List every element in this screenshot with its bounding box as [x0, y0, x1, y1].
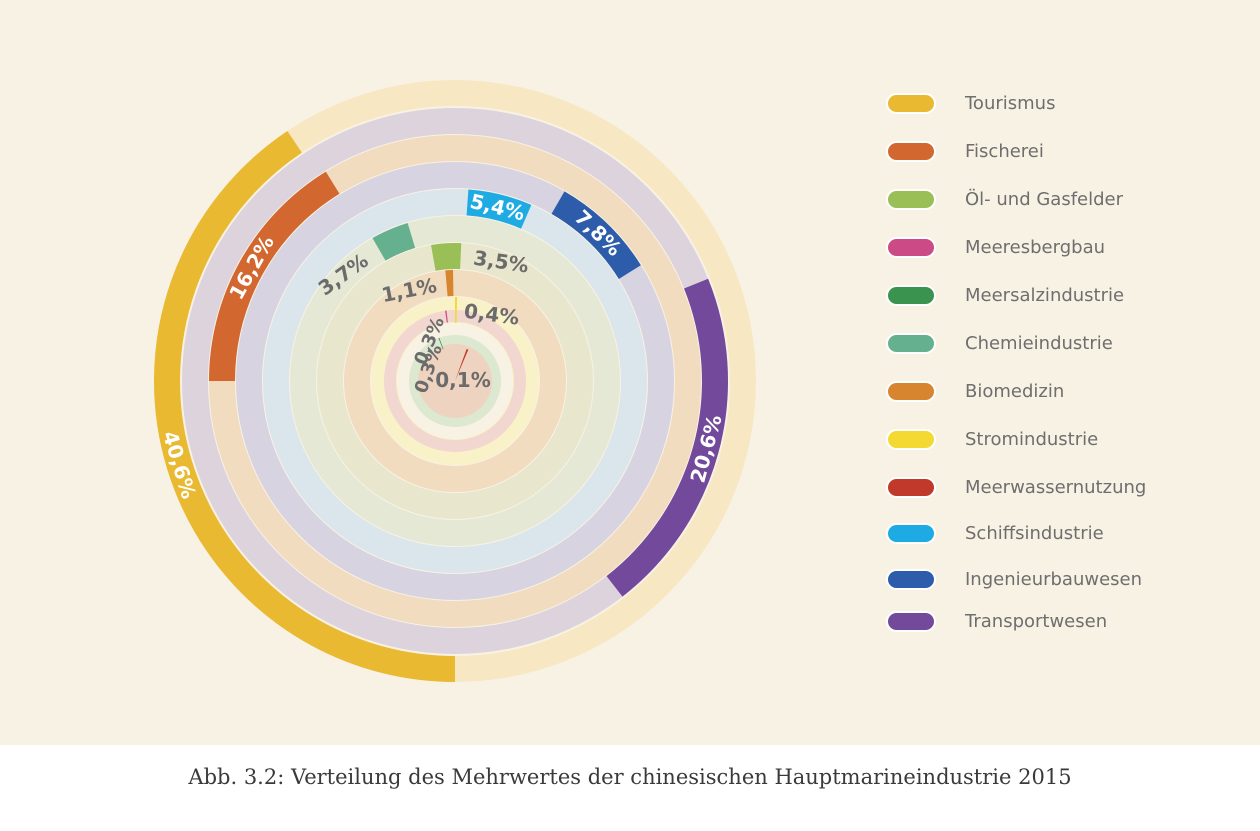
legend-item: Stromindustrie: [886, 424, 1098, 454]
legend-swatch: [886, 140, 936, 162]
chart-panel: 40,6% 20,6% 16,2% 7,8% 5,4% 3,7% 3,5% 1,1% 0,4% 0…: [0, 0, 1260, 745]
legend-swatch: [886, 610, 936, 632]
ring-4-track: [236, 162, 674, 600]
legend-swatch: [886, 332, 936, 354]
legend-item: Öl- und Gasfelder: [886, 184, 1123, 214]
legend-label: Biomedizin: [965, 380, 1065, 402]
legend-label: Fischerei: [965, 140, 1044, 162]
ring-2-arc: [606, 278, 728, 597]
ring-10-track: [384, 310, 526, 452]
legend-label: Stromindustrie: [965, 428, 1099, 450]
legend-label: Tourismus: [965, 92, 1056, 114]
ring-4-arc: [551, 191, 641, 280]
ring-1-arc: [154, 131, 456, 682]
ring-12-wedge: [455, 349, 469, 381]
legend-label: Meeresbergbau: [965, 236, 1106, 258]
legend-label: Öl- und Gasfelder: [965, 188, 1124, 210]
legend-item: Transportwesen: [886, 606, 1107, 636]
ring-12-value-label: 0,1%: [435, 368, 490, 392]
legend-label: Meersalzindustrie: [965, 284, 1125, 306]
legend-item: Schiffsindustrie: [886, 518, 1104, 548]
legend-swatch: [886, 428, 936, 450]
legend-label: Transportwesen: [965, 610, 1108, 632]
legend-label: Meerwassernutzung: [965, 476, 1147, 498]
legend-swatch: [886, 380, 936, 402]
legend-swatch: [886, 476, 936, 498]
ring-5-arc: [466, 189, 532, 229]
legend-swatch: [886, 188, 936, 210]
ring-6-track: [290, 216, 620, 546]
legend-item: Meeresbergbau: [886, 232, 1105, 262]
ring-5-track: [263, 189, 647, 573]
ring-11-track: [409, 335, 501, 427]
legend-item: Chemieindustrie: [886, 328, 1113, 358]
legend-swatch: [886, 92, 936, 114]
legend-swatch: [886, 522, 936, 544]
ring-7-arc: [431, 243, 462, 271]
legend-swatch: [886, 284, 936, 306]
legend-item: Meersalzindustrie: [886, 280, 1124, 310]
legend-swatch: [886, 236, 936, 258]
figure-caption: Abb. 3.2: Verteilung des Mehrwertes der …: [188, 765, 1072, 789]
legend-item: Meerwassernutzung: [886, 472, 1146, 502]
legend-item: Fischerei: [886, 136, 1044, 166]
ring-arcs: [154, 131, 728, 682]
ring-6-arc: [372, 222, 416, 261]
legend-item: Tourismus: [886, 88, 1055, 118]
legend-label: Ingenieurbauwesen: [965, 568, 1143, 590]
ring-8-track: [344, 270, 566, 492]
concentric-ring-chart: 40,6% 20,6%16,2% 7,8%5,4%3,7% 3,5%1,1%0,4%0…: [154, 80, 756, 682]
legend-item: Biomedizin: [886, 376, 1064, 406]
legend-swatch: [886, 568, 936, 590]
legend-item: Ingenieurbauwesen: [886, 564, 1142, 594]
legend-label: Chemieindustrie: [965, 332, 1113, 354]
ring-3-arc: [209, 171, 340, 382]
legend-label: Schiffsindustrie: [965, 522, 1104, 544]
